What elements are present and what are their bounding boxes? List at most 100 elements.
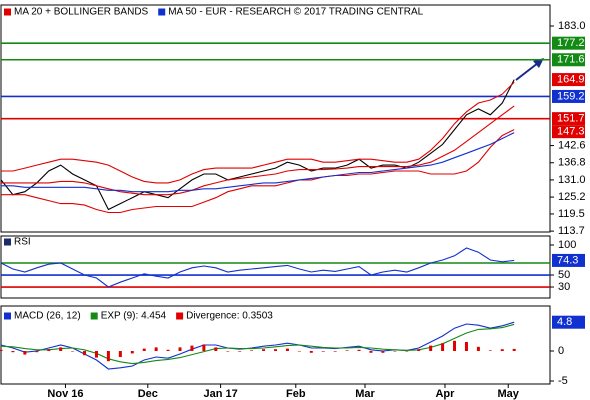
divergence-bar (142, 348, 146, 351)
legend-label: RSI (14, 237, 31, 248)
legend-swatch (176, 312, 184, 320)
divergence-bar (83, 351, 87, 356)
divergence-bar (453, 340, 457, 351)
level-box (552, 53, 585, 67)
value-box-label: 4.8 (557, 316, 572, 328)
x-tick-label: May (498, 388, 520, 400)
divergence-bar (11, 351, 15, 353)
divergence-bar (190, 345, 194, 351)
value-box-label: 74.3 (557, 254, 578, 266)
y-tick-label: 183.0 (558, 20, 586, 32)
x-tick-label: Jan 17 (203, 388, 237, 400)
legend-swatch (4, 312, 11, 320)
legend-swatch (90, 312, 98, 320)
x-tick-label: Apr (435, 388, 455, 400)
divergence-bar (238, 351, 242, 352)
y-tick-label: 30 (558, 281, 570, 293)
divergence-bar (214, 347, 218, 351)
divergence-bar (512, 348, 516, 351)
divergence-bar (309, 351, 313, 353)
divergence-bar (130, 351, 134, 354)
series-line (0, 247, 515, 288)
rsi-frame (0, 235, 551, 299)
divergence-bar (333, 351, 337, 352)
value-box-label: 147.3 (557, 126, 585, 138)
series-line (0, 79, 515, 211)
divergence-bar (393, 351, 397, 352)
divergence-bar (59, 347, 63, 351)
divergence-bar (250, 350, 254, 351)
divergence-bar (429, 345, 433, 351)
series-line (0, 323, 515, 365)
value-box (552, 125, 585, 139)
legend-label: MACD (26, 12) (14, 311, 81, 322)
level-box (552, 36, 585, 50)
divergence-bar (441, 343, 445, 351)
y-tick-label: 50 (558, 269, 570, 281)
x-tick-label: Feb (286, 388, 306, 400)
divergence-bar (106, 351, 110, 362)
divergence-bar (94, 351, 98, 358)
divergence-bar (285, 348, 289, 351)
level-label: 151.7 (557, 113, 585, 125)
divergence-bar (178, 347, 182, 351)
y-tick-label: 119.5 (558, 208, 585, 220)
series-line (1, 132, 515, 193)
divergence-bar (405, 351, 409, 352)
divergence-bar (321, 351, 325, 352)
divergence-bar (118, 351, 122, 357)
divergence-bar (357, 349, 361, 351)
macd-frame (0, 305, 551, 385)
x-tick-label: Dec (138, 388, 158, 400)
y-tick-label: 136.8 (558, 157, 586, 169)
level-box (552, 112, 585, 126)
series-line (1, 105, 515, 196)
level-label: 177.2 (557, 37, 585, 49)
divergence-bar (381, 351, 385, 353)
level-label: 159.2 (557, 90, 585, 102)
x-tick-label: Nov 16 (47, 388, 83, 400)
divergence-bar (47, 349, 51, 351)
value-box (552, 315, 585, 329)
legend-swatch (158, 8, 166, 16)
forecast-arrow (515, 58, 544, 81)
level-box (552, 89, 585, 103)
divergence-bar (488, 350, 492, 351)
value-box (552, 73, 585, 87)
y-tick-label: 142.6 (558, 139, 586, 151)
legend-label: MA 20 + BOLLINGER BANDS (14, 7, 149, 18)
legend-label: EXP (9): 4.454 (101, 311, 167, 322)
divergence-bar (23, 351, 27, 355)
divergence-bar (262, 349, 266, 351)
divergence-bar (464, 342, 468, 351)
divergence-bar (345, 350, 349, 351)
legend-swatch (4, 8, 11, 16)
divergence-bar (297, 351, 301, 352)
divergence-bar (166, 349, 170, 351)
divergence-bar (154, 347, 158, 351)
legend-swatch (4, 238, 11, 246)
series-line (0, 321, 515, 370)
y-tick-label: 113.7 (558, 225, 585, 237)
divergence-bar (71, 351, 75, 352)
legend-label: MA 50 - EUR - RESEARCH © 2017 TRADING CE… (168, 7, 423, 18)
value-box-label: 164.9 (557, 73, 585, 85)
divergence-bar (476, 346, 480, 351)
legend-label: Divergence: 0.3503 (186, 311, 273, 322)
y-tick-label: 125.2 (558, 191, 586, 203)
series-line (1, 129, 515, 214)
y-tick-label: 100 (558, 239, 576, 251)
divergence-bar (202, 344, 206, 351)
divergence-bar (35, 351, 39, 353)
divergence-bar (274, 349, 277, 351)
y-tick-label: 131.0 (558, 174, 586, 186)
divergence-bar (417, 349, 421, 351)
x-tick-label: Mar (355, 388, 375, 400)
value-box (552, 253, 585, 267)
y-tick-label: -5 (558, 375, 568, 387)
y-tick-label: 0 (558, 345, 564, 357)
divergence-bar (500, 349, 504, 351)
divergence-bar (369, 351, 373, 353)
level-label: 171.6 (557, 54, 585, 66)
